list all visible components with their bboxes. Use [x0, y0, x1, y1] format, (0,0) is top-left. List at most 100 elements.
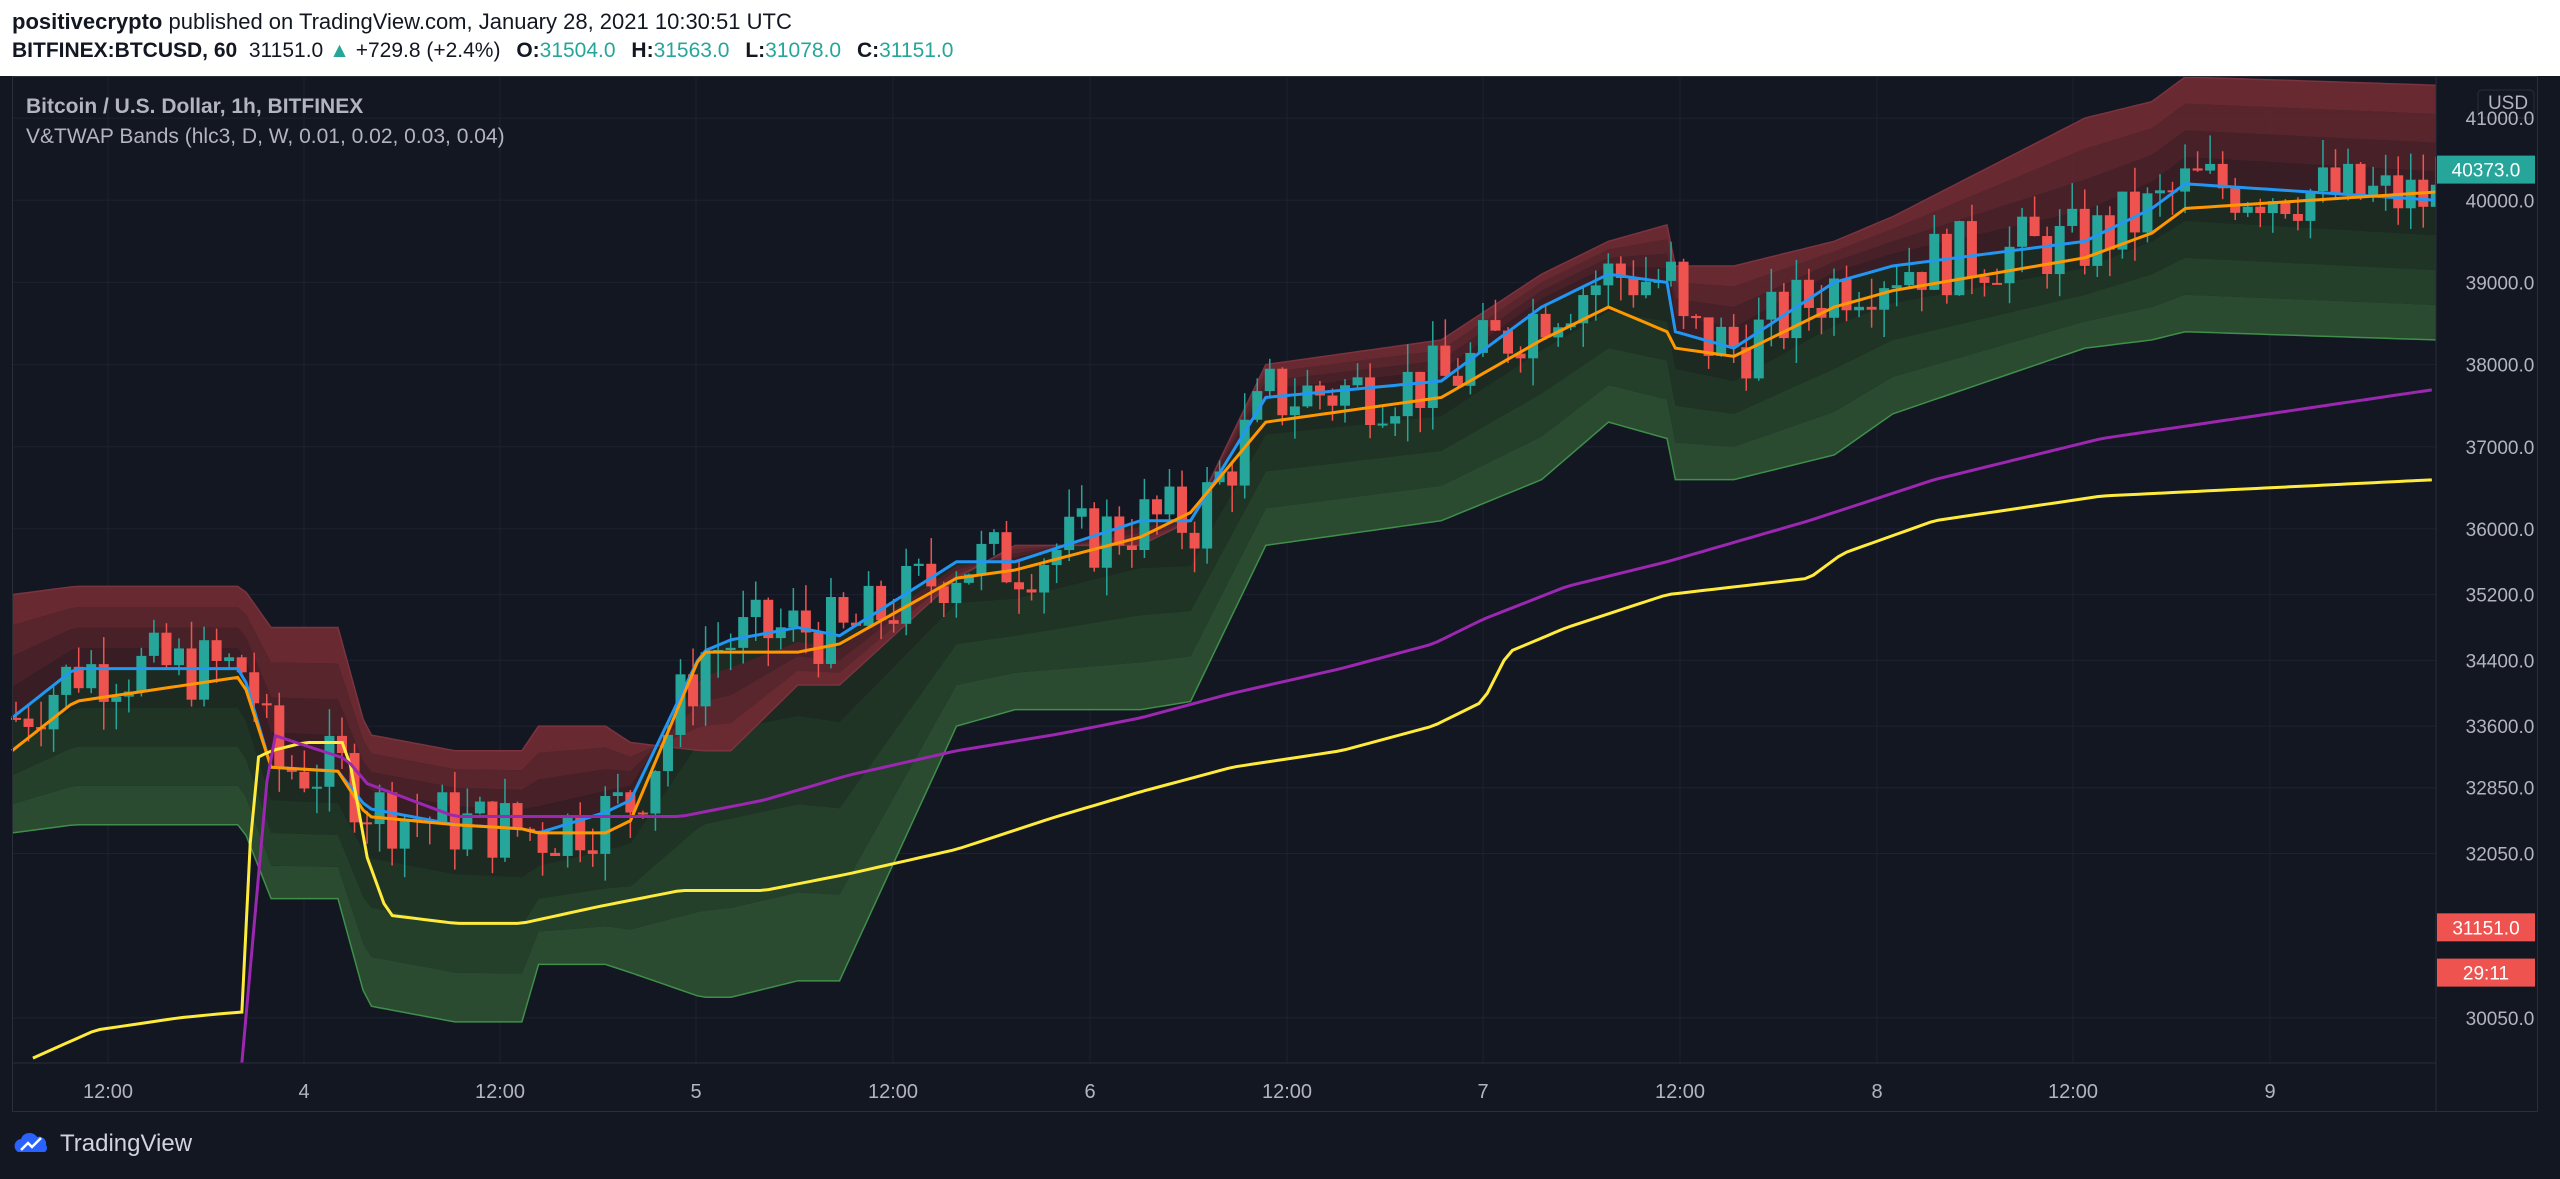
candle-body — [1841, 278, 1852, 311]
candle-body — [324, 735, 335, 787]
candle-body — [1703, 317, 1714, 356]
candle-body — [738, 617, 749, 648]
y-tick-label: 36000.0 — [2466, 520, 2535, 541]
candle-body — [988, 532, 999, 544]
candle-body — [1377, 423, 1388, 426]
candle-body — [399, 818, 410, 849]
candle-body — [2067, 208, 2078, 226]
published-text: published on TradingView.com, January 28… — [168, 9, 792, 34]
candle-body — [2092, 215, 2103, 266]
candle-body — [1678, 261, 1689, 317]
candle-body — [2205, 163, 2216, 171]
author-link[interactable]: positivecrypto — [12, 9, 163, 34]
candle-body — [775, 627, 786, 639]
candle-body — [136, 655, 147, 692]
x-tick-label: 6 — [1084, 1081, 1095, 1103]
candle-body — [1264, 368, 1275, 392]
candle-body — [876, 585, 887, 621]
candle-body — [1766, 291, 1777, 320]
y-tick-label: 41000.0 — [2466, 109, 2535, 130]
x-tick-label: 8 — [1871, 1081, 1882, 1103]
last-price: 31151.0 — [248, 39, 324, 62]
high-value: 31563.0 — [653, 39, 730, 62]
candle-body — [48, 694, 59, 730]
candle-body — [963, 574, 974, 583]
y-tick-label: 32050.0 — [2466, 844, 2535, 865]
candle-body — [650, 771, 661, 814]
candle-body — [1026, 589, 1037, 593]
y-tick-label: 38000.0 — [2466, 356, 2535, 377]
candle-body — [1540, 313, 1551, 338]
high-label: H: — [631, 39, 654, 62]
candle-body — [1829, 278, 1839, 318]
candle-body — [224, 657, 235, 661]
candle-body — [2230, 188, 2241, 213]
tradingview-logo[interactable]: TradingView — [12, 1130, 192, 1158]
candle-body — [1340, 385, 1351, 406]
symbol-label: BITFINEX:BTCUSD, 60 — [12, 39, 238, 62]
candle-body — [462, 813, 473, 850]
candle-body — [1452, 375, 1463, 386]
price-label-bg — [2437, 155, 2535, 184]
candle-body — [537, 830, 548, 853]
candle-body — [1101, 516, 1112, 568]
daily-twap-line — [11, 190, 2437, 835]
candle-body — [474, 801, 485, 814]
candle-body — [913, 563, 924, 566]
candle-body — [236, 657, 247, 673]
candle-body — [2380, 175, 2391, 186]
candle-body — [1239, 419, 1250, 486]
candle-body — [1202, 482, 1213, 549]
candle-body — [888, 620, 899, 624]
x-tick-label: 12:00 — [2048, 1081, 2098, 1103]
weekly-twap-line — [32, 478, 2432, 1060]
price-label-bg — [2437, 913, 2535, 942]
candle-body — [612, 792, 623, 797]
candle-body — [2317, 167, 2328, 191]
weekly-vwap-line — [240, 388, 2433, 1064]
candle-body — [600, 796, 611, 854]
candle-body — [2029, 216, 2040, 237]
candle-body — [161, 632, 172, 666]
candle-body — [1590, 285, 1601, 296]
candle-body — [976, 543, 987, 575]
candle-body — [1477, 320, 1488, 353]
candle-body — [1941, 233, 1952, 296]
candle-body — [249, 672, 260, 704]
candle-body — [1465, 352, 1476, 386]
candle-body — [1314, 385, 1325, 396]
candle-body — [73, 666, 84, 689]
candle-body — [2154, 190, 2165, 194]
candle-body — [1854, 306, 1865, 311]
candle-body — [1126, 545, 1137, 551]
y-tick-label: 37000.0 — [2466, 438, 2535, 459]
legend-indicator[interactable]: V&TWAP Bands (hlc3, D, W, 0.01, 0.02, 0.… — [26, 125, 505, 148]
upper-band-4 — [12, 77, 2436, 771]
candle-body — [2330, 167, 2341, 194]
candle-body — [1628, 277, 1639, 296]
candle-body — [550, 852, 561, 856]
x-tick-label: 12:00 — [1655, 1081, 1705, 1103]
candle-body — [1051, 550, 1062, 566]
candle-body — [1076, 508, 1087, 517]
chart-legend: Bitcoin / U.S. Dollar, 1h, BITFINEX V&TW… — [26, 92, 505, 152]
candle-body — [1390, 416, 1401, 424]
currency-label: USD — [2488, 93, 2528, 114]
candle-body — [1064, 516, 1075, 551]
candle-body — [61, 666, 72, 695]
legend-symbol: Bitcoin / U.S. Dollar, 1h, BITFINEX — [26, 95, 364, 118]
price-label-bg — [2437, 958, 2535, 987]
x-tick-label: 9 — [2264, 1081, 2275, 1103]
candle-body — [1691, 316, 1702, 319]
candle-body — [1227, 471, 1238, 486]
publish-info: positivecrypto published on TradingView.… — [12, 9, 792, 35]
candle-body — [1365, 377, 1376, 426]
x-tick-label: 12:00 — [1262, 1081, 1312, 1103]
candle-body — [587, 850, 598, 854]
candle-body — [2004, 246, 2015, 284]
low-value: 31078.0 — [765, 39, 842, 62]
symbol-info: BITFINEX:BTCUSD, 60 31151.0 ▲ +729.8 (+2… — [12, 39, 953, 63]
candle-body — [637, 812, 648, 815]
low-label: L: — [745, 39, 766, 62]
